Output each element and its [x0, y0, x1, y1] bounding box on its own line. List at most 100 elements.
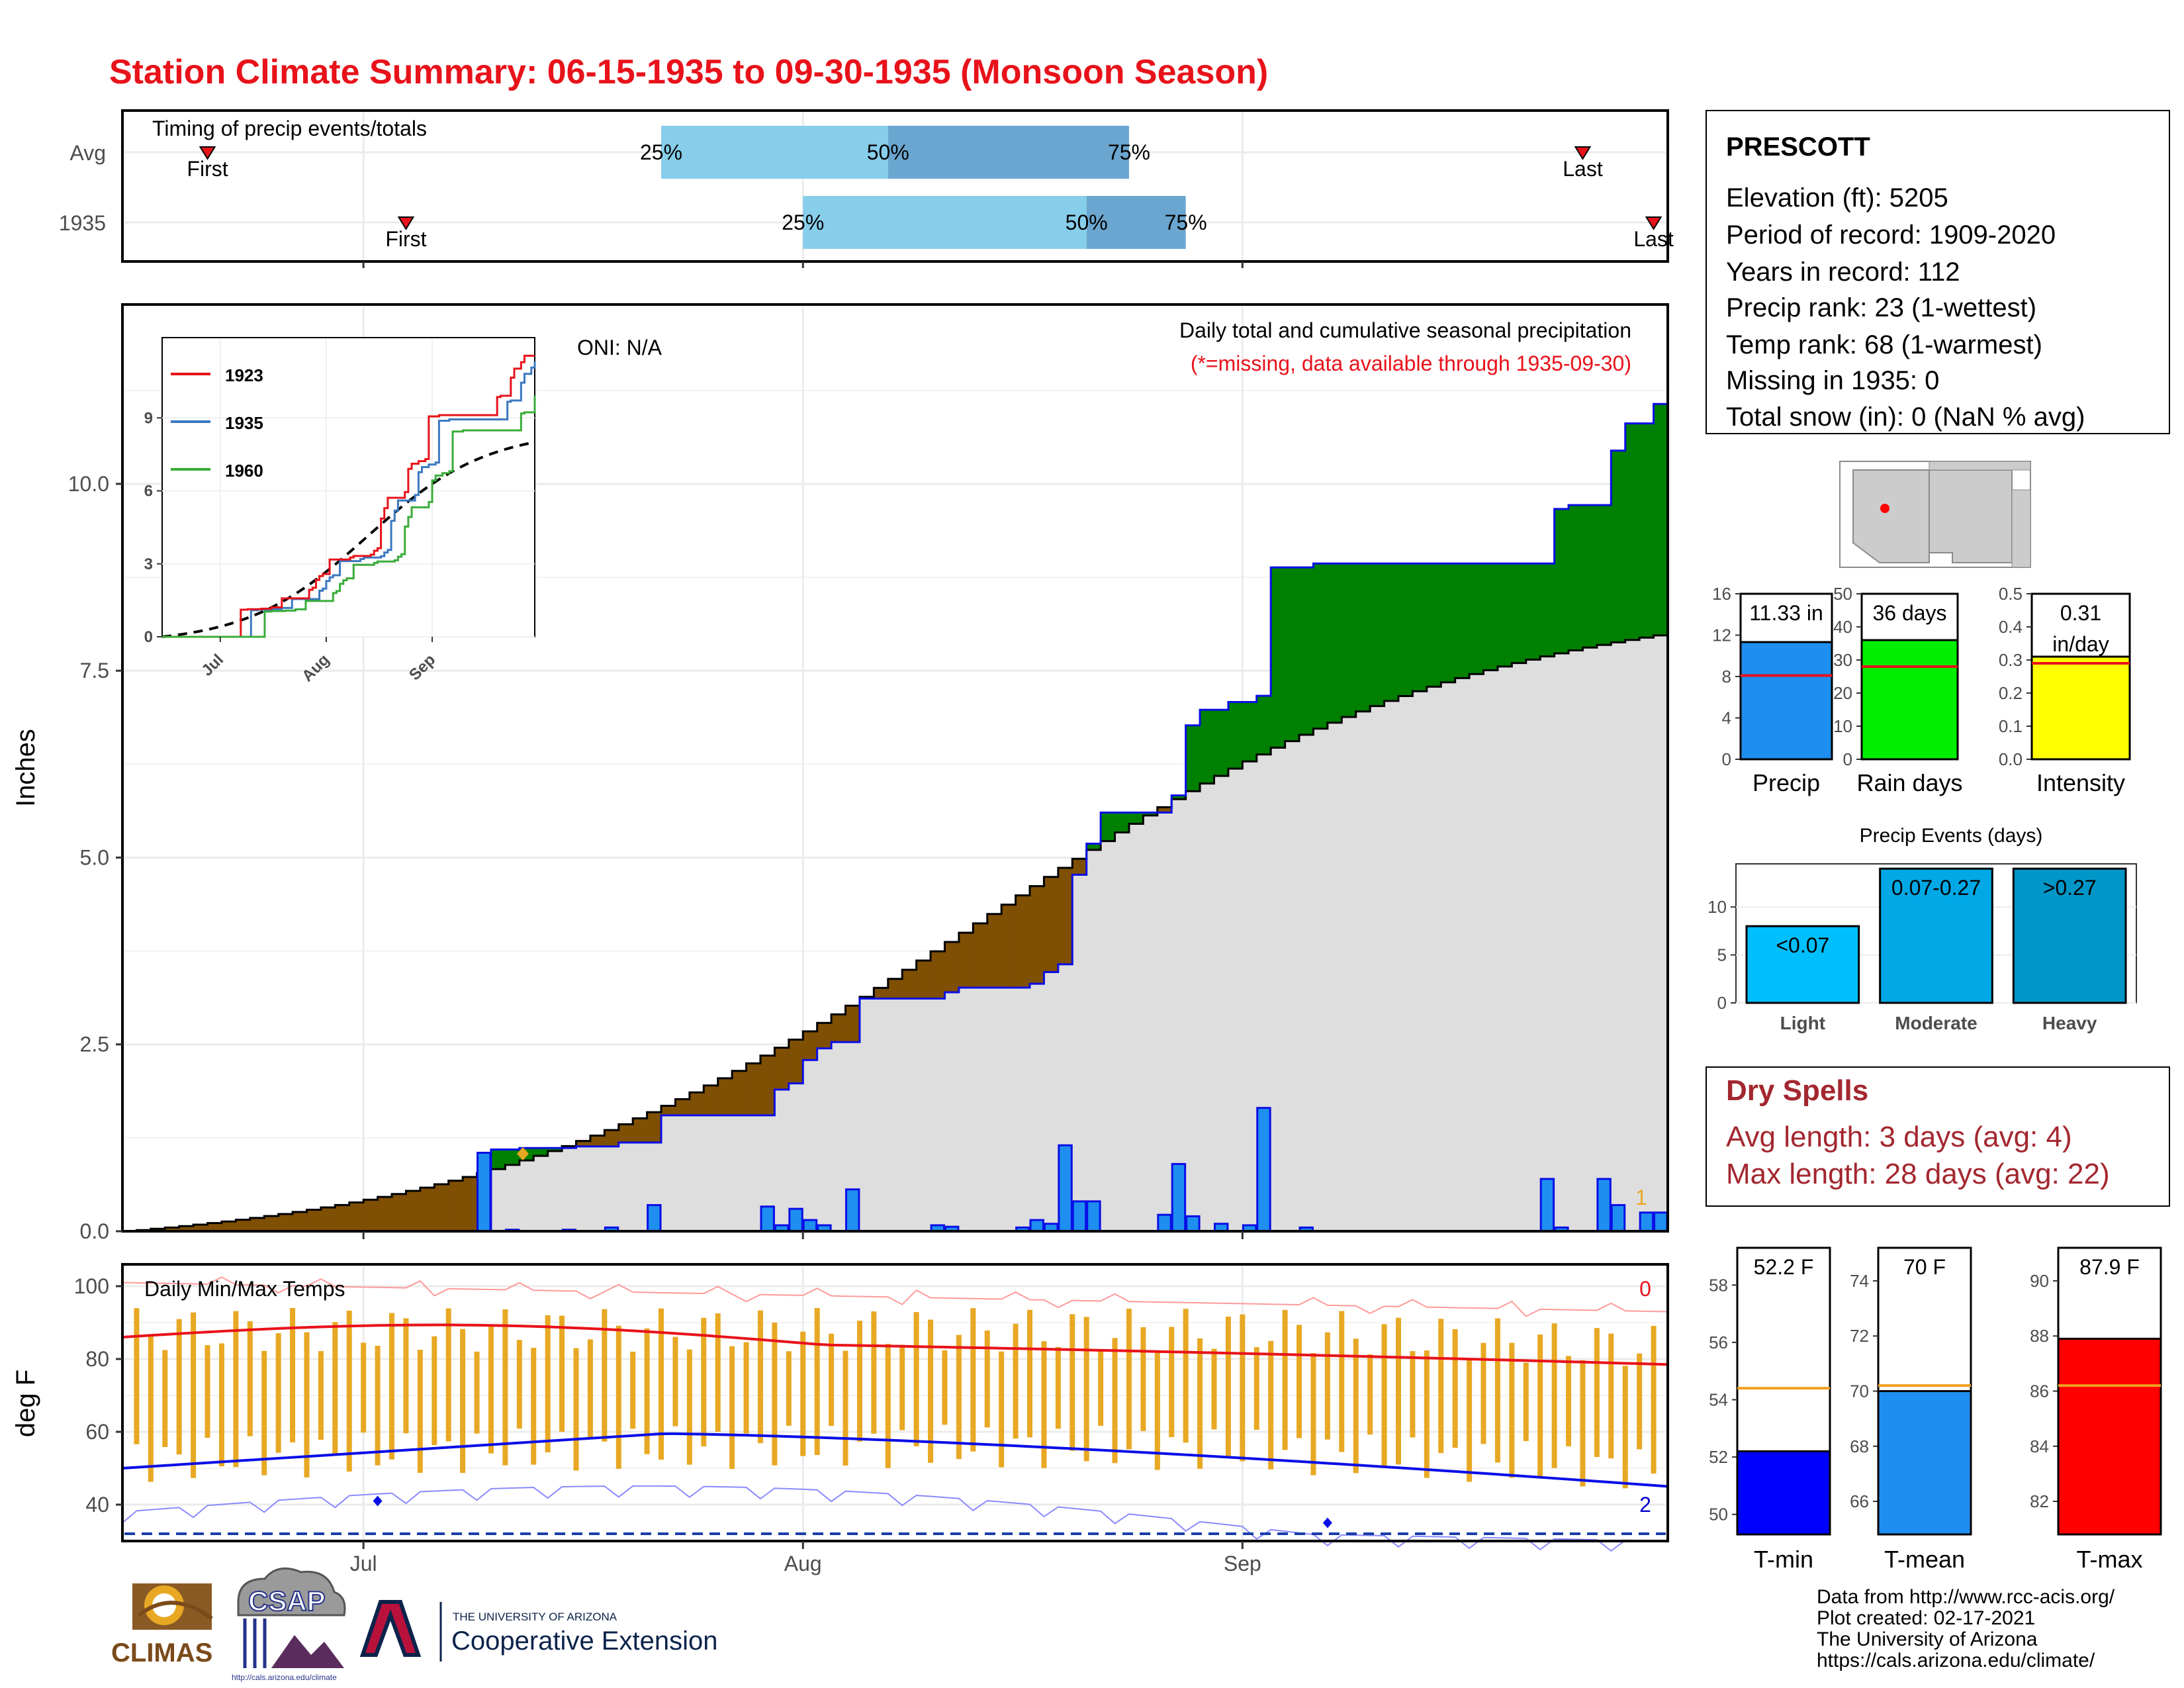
precip-anomaly-fill [788, 1039, 803, 1084]
daily-temp-bar [1069, 1314, 1075, 1451]
daily-temp-bar [261, 1350, 267, 1476]
daily-temp-bar [1112, 1338, 1118, 1464]
temp-bar-y-tick-label: 86 [2030, 1382, 2049, 1401]
daily-temp-bar [1041, 1341, 1047, 1468]
p50-label: 50% [867, 140, 909, 164]
daily-temp-bar [1324, 1332, 1330, 1440]
precip-base-fill [1412, 691, 1428, 1231]
daily-precip-bar [1653, 1211, 1668, 1233]
daily-temp-bar [488, 1325, 494, 1454]
precip-anomaly-fill [944, 942, 960, 993]
precip-anomaly-fill [1398, 563, 1413, 696]
map-state-texas [2011, 489, 2031, 568]
temp-y-tick-label: 40 [85, 1493, 109, 1517]
precip-base-fill [562, 1148, 577, 1231]
inset-legend-1935: 1935 [225, 413, 263, 433]
precip-anomaly-fill [1086, 843, 1101, 850]
precip-anomaly-fill [1554, 508, 1569, 653]
temp-bar-y-tick-label: 70 [1850, 1382, 1869, 1401]
mini-bar-y-tick-label: 0.0 [1999, 749, 2023, 769]
daily-temp-bar [1268, 1340, 1274, 1470]
precip-anomaly-fill [1455, 563, 1470, 679]
daily-temp-bar [1580, 1360, 1586, 1487]
daily-precip-bar [760, 1205, 775, 1233]
daily-temp-bar [389, 1313, 395, 1460]
precip-anomaly-fill [193, 1224, 208, 1231]
date-x-tick-label: Jul [350, 1552, 377, 1575]
precip-cumulative-areas [122, 384, 1669, 1233]
precip-anomaly-fill [1426, 563, 1441, 687]
temp-bar-y-tick-label: 90 [2030, 1271, 2049, 1291]
inset-legend-1923: 1923 [225, 365, 263, 385]
precip-base-fill [1285, 741, 1300, 1231]
precip-y-tick-label: 2.5 [80, 1033, 109, 1056]
date-x-axis: Jul Aug Sep [350, 261, 1261, 1575]
daily-temp-bar [205, 1345, 210, 1438]
daily-precip-bar [1639, 1211, 1655, 1233]
precip-base-fill [760, 1115, 775, 1231]
mini-bar-value-unit: in/day [2052, 632, 2109, 656]
daily-temp-bar [1494, 1318, 1500, 1463]
precip-anomaly-fill [902, 969, 917, 999]
precip-anomaly-fill [306, 1209, 322, 1231]
footer-line-3: The University of Arizona [1817, 1628, 2038, 1650]
precip-base-fill [1398, 696, 1413, 1231]
daily-temp-bar [814, 1308, 820, 1456]
temp-bar-y-tick-label: 56 [1709, 1333, 1728, 1352]
first-event-label: First [385, 227, 426, 251]
daily-temp-bar [842, 1350, 848, 1466]
footer-line-2: Plot created: 02-17-2021 [1817, 1607, 2035, 1629]
precip-anomaly-fill [1058, 867, 1073, 964]
precip-base-fill [1143, 815, 1158, 1231]
mini-bar-value-label: 11.33 in [1749, 601, 1823, 625]
precip-anomaly-fill [1525, 563, 1541, 660]
events-category-label: Moderate [1895, 1013, 1977, 1033]
map-state-colorado [1929, 461, 2031, 471]
map-state-new-mexico [1929, 469, 2013, 563]
mini-bar-y-tick-label: 50 [1833, 584, 1852, 604]
first-event-marker [199, 146, 216, 160]
precip-anomaly-fill [320, 1207, 336, 1231]
daily-temp-bar [1211, 1348, 1217, 1430]
precip-base-fill [717, 1115, 733, 1231]
precip-anomaly-fill [505, 1149, 520, 1165]
precip-anomaly-fill [717, 1078, 733, 1115]
mini-bar-y-tick-label: 0.3 [1999, 650, 2023, 670]
precip-base-fill [1653, 635, 1668, 1231]
temp-bar-y-tick-label: 52 [1709, 1447, 1728, 1467]
mini-bar-y-tick-label: 0.4 [1999, 617, 2023, 637]
locator-map [1839, 461, 2031, 568]
precip-base-fill [1554, 653, 1569, 1231]
last-event-marker [1574, 146, 1592, 160]
inset-y-tick-label: 6 [144, 483, 153, 500]
precip-anomaly-fill [165, 1227, 180, 1231]
station-location-marker [1880, 504, 1889, 513]
precip-anomaly-fill [1611, 450, 1626, 643]
daily-temp-bar [1424, 1350, 1430, 1478]
precip-anomaly-fill [463, 1177, 478, 1231]
daily-temp-bar [1509, 1342, 1515, 1478]
precip-base-fill [661, 1115, 676, 1231]
daily-temp-bar [516, 1340, 522, 1429]
daily-temp-bar [1438, 1319, 1444, 1454]
timing-box-upper [887, 126, 1129, 179]
temp-series [122, 1276, 1668, 1552]
daily-temp-bar [318, 1351, 324, 1440]
precip-base-fill [1582, 647, 1598, 1231]
mini-bar-y-tick-label: 0.1 [1999, 716, 2023, 736]
timing-row-label-year: 1935 [59, 211, 106, 235]
precip-base-fill [1115, 832, 1130, 1231]
dry-spells-avg: Avg length: 3 days (avg: 4) [1726, 1121, 2072, 1153]
precip-anomaly-fill [1569, 505, 1583, 651]
precip-anomaly-fill [1228, 702, 1243, 769]
precip-anomaly-fill [1441, 563, 1456, 682]
daily-temp-bar [970, 1308, 976, 1452]
daily-temp-bar [659, 1308, 664, 1460]
precip-anomaly-fill [987, 914, 1002, 988]
precip-anomaly-fill [406, 1191, 421, 1231]
precip-base-fill [675, 1115, 690, 1231]
daily-temp-bar [1055, 1346, 1061, 1429]
mini-bar-value [1860, 639, 1959, 761]
mini-bar-y-tick-label: 10 [1833, 716, 1852, 736]
precip-base-fill [633, 1142, 648, 1231]
